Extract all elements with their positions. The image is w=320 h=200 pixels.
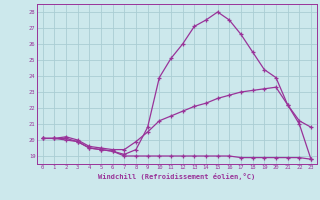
X-axis label: Windchill (Refroidissement éolien,°C): Windchill (Refroidissement éolien,°C) xyxy=(98,173,255,180)
